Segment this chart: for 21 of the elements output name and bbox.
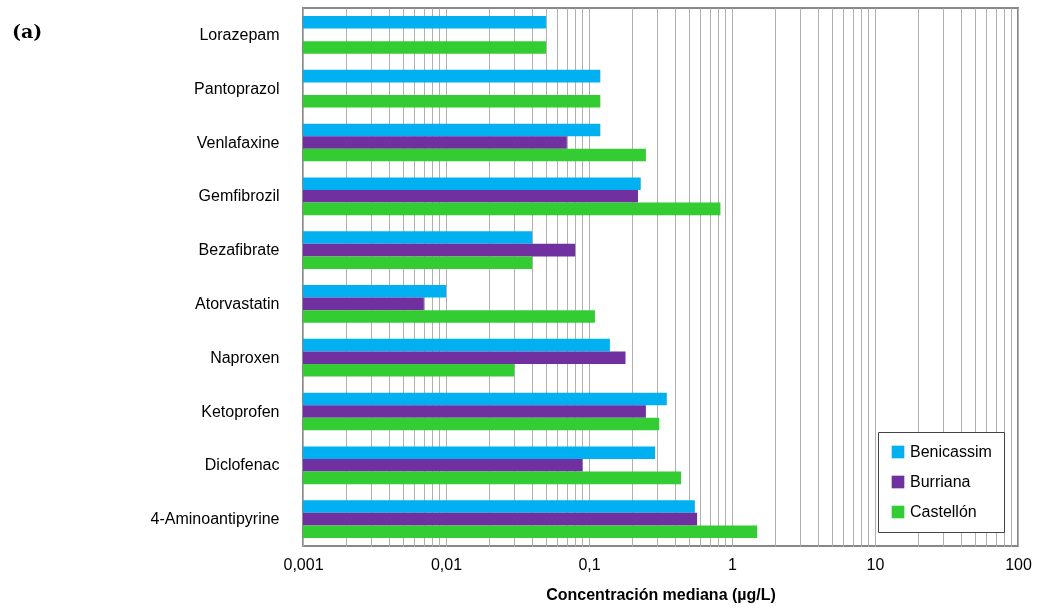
y-tick-label: Bezafibrate [198,241,280,259]
y-tick-label: Pantoprazol [194,79,280,97]
y-tick-label: Ketoprofen [201,402,280,420]
x-tick-label: 0,01 [430,555,463,573]
y-tick-label: Gemfibrozil [198,187,280,205]
legend-label: Castellón [910,503,977,520]
x-tick-label: 1 [728,555,738,573]
x-tick-label: 0,1 [578,555,601,573]
x-axis-title: Concentración mediana (µg/L) [546,585,776,603]
text: (a) [12,20,43,42]
y-tick-label: Diclofenac [204,456,280,474]
x-tick-label: 0,001 [283,555,324,573]
y-tick-label: Lorazepam [199,25,280,43]
y-tick-label: Venlafaxine [196,133,280,151]
legend-label: Burriana [910,473,971,490]
y-tick-label: Atorvastatin [195,294,280,312]
y-tick-label: Naproxen [210,348,280,366]
legend-label: Benicassim [910,443,992,460]
y-tick-label: 4-Aminoantipyrine [150,510,280,528]
x-tick-label: 100 [1005,555,1032,573]
x-tick-label: 10 [866,555,885,573]
